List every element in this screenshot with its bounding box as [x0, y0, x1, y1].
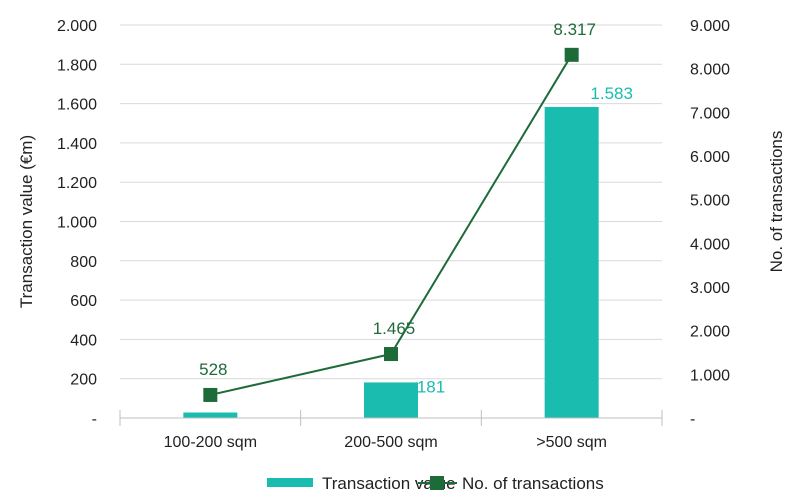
- data-labels: 181 1.583 528 1.465 8.317: [199, 20, 633, 397]
- bar-data-label: 1.583: [590, 84, 633, 103]
- right-tick-label: 8.000: [690, 62, 730, 79]
- gridlines: [120, 24, 662, 380]
- series-line: [210, 54, 573, 396]
- legend-marker-transactions: [430, 476, 444, 490]
- legend-swatch-transaction-value: [267, 478, 313, 487]
- right-tick-label: 1.000: [690, 367, 730, 384]
- x-tick-label: >500 sqm: [536, 434, 607, 451]
- x-tick-label: 100-200 sqm: [164, 434, 257, 451]
- left-tick-label: 400: [70, 332, 97, 349]
- left-tick-label: 1.400: [57, 136, 97, 153]
- left-tick-label: -: [92, 411, 97, 428]
- legend-label-transaction-value: Transaction value: [322, 474, 456, 493]
- right-tick-label: 7.000: [690, 105, 730, 122]
- left-axis-title: Transaction value (€m): [17, 135, 36, 308]
- bar: [183, 412, 238, 418]
- line-series: [203, 47, 579, 402]
- left-tick-label: 1.800: [57, 57, 97, 74]
- line-data-label: 528: [199, 360, 227, 379]
- bar: [364, 382, 418, 418]
- legend-label-transactions: No. of transactions: [462, 474, 604, 493]
- right-tick-label: 9.000: [690, 18, 730, 35]
- left-tick-label: 600: [70, 293, 97, 310]
- x-tick-label: 200-500 sqm: [344, 434, 437, 451]
- right-tick-label: 4.000: [690, 236, 730, 253]
- right-axis-ticks: - 1.000 2.000 3.000 4.000 5.000 6.000 7.000 8.00…: [690, 18, 730, 428]
- right-tick-label: 5.000: [690, 193, 730, 210]
- left-tick-label: 2.000: [57, 18, 97, 35]
- legend: Transaction value No. of transactions: [267, 474, 604, 493]
- line-marker: [384, 347, 398, 362]
- line-data-label: 8.317: [553, 20, 596, 39]
- right-tick-label: 2.000: [690, 324, 730, 341]
- left-tick-label: 1.000: [57, 215, 97, 232]
- x-axis: 100-200 sqm 200-500 sqm >500 sqm: [119, 410, 663, 451]
- bar: [544, 106, 599, 419]
- right-tick-label: 3.000: [690, 280, 730, 297]
- line-marker: [564, 47, 579, 62]
- right-tick-label: -: [690, 411, 695, 428]
- bar-data-label: 181: [417, 377, 445, 396]
- line-data-label: 1.465: [373, 319, 416, 338]
- left-tick-label: 800: [70, 254, 97, 271]
- left-tick-label: 200: [70, 372, 97, 389]
- line-marker: [203, 387, 218, 402]
- left-axis-ticks: - 200 400 600 800 1.000 1.200 1.400 1.600 1.800 2.…: [57, 18, 97, 428]
- left-tick-label: 1.200: [57, 175, 97, 192]
- left-tick-label: 1.600: [57, 97, 97, 114]
- right-axis-title: No. of transactions: [767, 131, 786, 273]
- right-tick-label: 6.000: [690, 149, 730, 166]
- bar-series: [183, 106, 599, 419]
